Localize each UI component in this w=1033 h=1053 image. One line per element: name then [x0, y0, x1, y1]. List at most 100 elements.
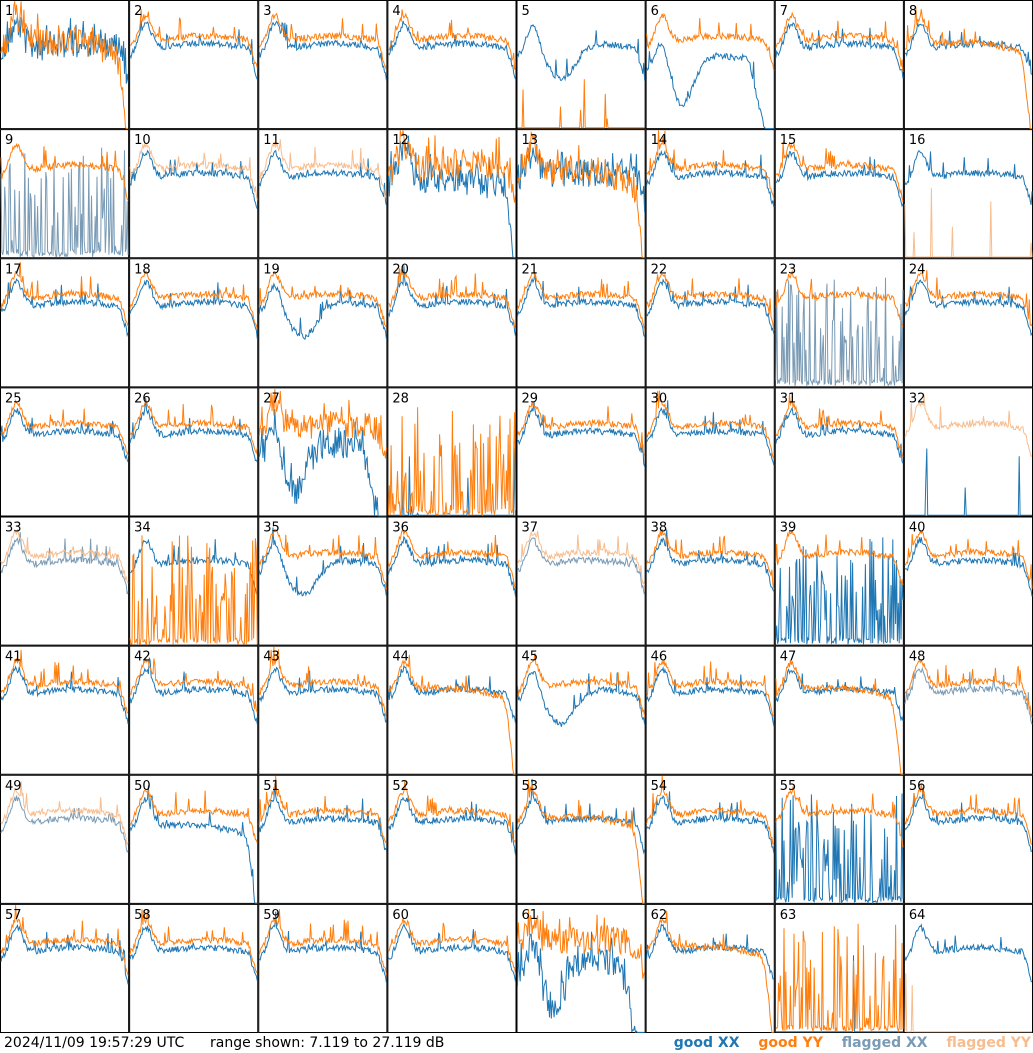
series-good-yy	[775, 923, 904, 1033]
panel-label: 64	[909, 908, 926, 923]
series-good-xx	[129, 398, 258, 463]
panel-border	[645, 774, 775, 904]
panel-62: 62	[645, 903, 775, 1033]
panel-37: 37	[516, 516, 646, 646]
panel-border	[129, 516, 259, 646]
panel-label: 22	[651, 262, 668, 277]
series-good-yy	[646, 12, 775, 72]
panel-48: 48	[903, 645, 1033, 775]
panel-border	[0, 258, 130, 388]
panel-1: 1	[0, 0, 130, 130]
panel-border	[258, 0, 388, 130]
panel-border	[129, 645, 259, 775]
panel-12: 12	[387, 129, 517, 259]
panel-border	[258, 258, 388, 388]
panel-6: 6	[645, 0, 775, 130]
series-good-xx	[646, 278, 775, 334]
series-good-yy	[129, 789, 258, 844]
panel-label: 36	[392, 521, 409, 536]
panel-border	[129, 258, 259, 388]
series-good-yy	[517, 402, 645, 456]
panel-27: 27	[258, 387, 388, 517]
panel-8: 8	[903, 0, 1033, 130]
series-good-xx	[904, 448, 1032, 516]
panel-label: 62	[651, 908, 668, 923]
panel-label: 20	[392, 262, 409, 277]
panel-13: 13	[516, 129, 646, 259]
panel-label: 37	[522, 521, 539, 536]
series-flagged-xx	[0, 795, 129, 854]
panel-border	[774, 903, 904, 1033]
panel-label: 21	[522, 262, 539, 277]
series-good-yy	[0, 261, 129, 327]
series-good-xx	[904, 23, 1033, 75]
panel-43: 43	[258, 645, 388, 775]
panel-label: 7	[780, 4, 788, 19]
panel-label: 12	[392, 133, 409, 148]
panel-border	[645, 387, 775, 517]
series-good-xx	[388, 20, 516, 80]
series-good-xx	[0, 278, 129, 338]
panel-label: 1	[5, 4, 13, 19]
series-good-yy	[646, 659, 774, 717]
panel-25: 25	[0, 387, 130, 517]
series-good-xx	[646, 529, 775, 592]
series-good-yy	[646, 910, 774, 1033]
panel-label: 15	[780, 133, 797, 148]
series-good-yy	[387, 918, 516, 974]
series-good-yy	[775, 141, 904, 202]
series-good-yy	[646, 775, 775, 845]
panel-7: 7	[774, 0, 904, 130]
panel-label: 47	[780, 650, 797, 665]
series-good-xx	[0, 923, 129, 985]
panel-label: 45	[522, 650, 539, 665]
series-good-xx	[129, 925, 258, 981]
panel-40: 40	[903, 516, 1033, 646]
series-good-yy	[517, 79, 645, 129]
series-good-yy	[388, 9, 516, 70]
series-good-yy	[904, 529, 1033, 589]
panel-border	[903, 129, 1033, 259]
panel-border	[903, 903, 1033, 1033]
series-good-xx	[646, 400, 775, 466]
series-good-xx	[258, 783, 387, 851]
panel-50: 50	[129, 774, 259, 904]
panel-label: 26	[134, 391, 151, 406]
panel-border	[0, 903, 130, 1033]
panel-34: 34	[129, 516, 259, 646]
panel-label: 16	[909, 133, 926, 148]
panel-border	[387, 387, 517, 517]
panel-border	[774, 258, 904, 388]
panel-border	[516, 0, 646, 130]
series-flagged-xx	[0, 532, 129, 595]
panel-label: 58	[134, 908, 151, 923]
series-good-xx	[387, 265, 516, 337]
series-flagged-yy	[259, 139, 387, 198]
series-good-xx	[129, 149, 258, 210]
panel-61: 61	[516, 903, 646, 1033]
series-good-yy	[387, 529, 516, 589]
panel-label: 6	[651, 4, 659, 19]
series-flagged-xx	[904, 666, 1033, 725]
panel-label: 41	[5, 650, 22, 665]
series-good-xx	[258, 20, 387, 81]
panel-label: 11	[263, 133, 280, 148]
series-flagged-yy	[904, 188, 1033, 258]
series-good-xx	[775, 151, 904, 208]
panel-label: 13	[522, 133, 539, 148]
series-good-yy	[0, 142, 129, 201]
panel-63: 63	[774, 903, 904, 1033]
panel-border	[129, 387, 259, 517]
panel-3: 3	[258, 0, 388, 130]
panel-border	[387, 774, 517, 904]
panel-label: 9	[5, 133, 13, 148]
panel-label: 8	[909, 4, 917, 19]
panel-60: 60	[387, 903, 517, 1033]
panel-border	[645, 903, 775, 1033]
panel-22: 22	[645, 258, 775, 388]
panel-label: 19	[263, 262, 280, 277]
panel-52: 52	[387, 774, 517, 904]
panel-border	[129, 129, 259, 259]
panel-39: 39	[774, 516, 904, 646]
panel-border	[258, 516, 388, 646]
